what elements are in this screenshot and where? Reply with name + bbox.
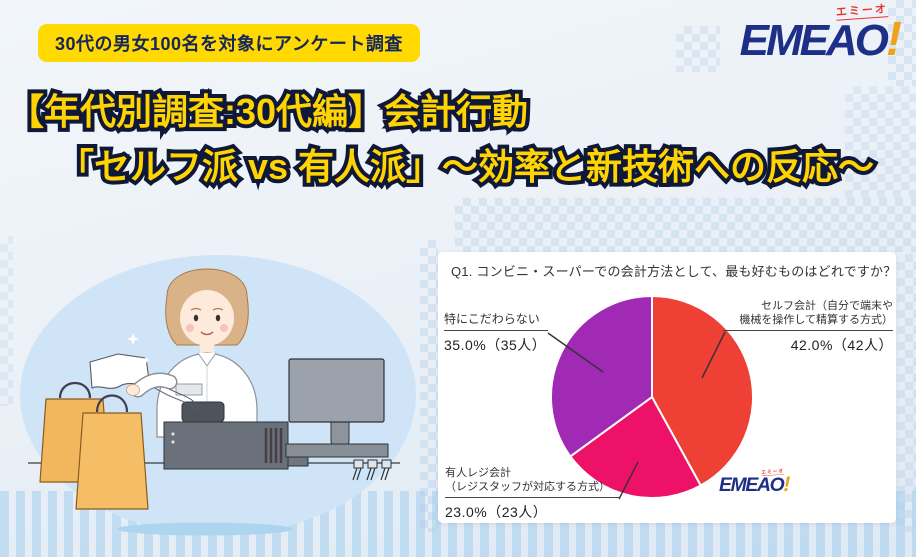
emeao-logo-exclamation: ! — [783, 472, 791, 496]
chart-question: Q1. コンビニ・スーパーでの会計方法として、最も好むものはどれですか？ — [451, 264, 897, 279]
pie-slice-2 — [550, 295, 653, 458]
mosaic-pattern — [455, 198, 916, 252]
label-self-checkout: セルフ会計（自分で端末や 機械を操作して精算する方式） 42.0%（42人） — [723, 299, 893, 355]
survey-badge: 30代の男女100名を対象にアンケート調査 — [38, 24, 420, 62]
pos-monitor — [285, 358, 392, 481]
leader-line-self — [701, 331, 726, 379]
sparkle — [127, 333, 139, 345]
illustration-shadow — [117, 522, 293, 536]
page-title: 【年代別調査:30代編】会計行動 「セルフ派 vs 有人派」～効率と新技術への反… — [8, 84, 916, 194]
shopping-bags — [39, 382, 149, 510]
pie-slice-1 — [569, 396, 702, 499]
mosaic-pattern — [0, 236, 13, 406]
label-staffed-value: 23.0%（23人） — [445, 504, 548, 520]
cashier-illustration — [20, 255, 416, 536]
label-staffed-register: 有人レジ会計 （レジスタッフが対応する方式） 23.0%（23人） — [445, 466, 619, 522]
leader-line-none — [547, 332, 604, 373]
emeao-logo-word: EMEAO — [719, 474, 785, 496]
page-title-line2: 「セルフ派 vs 有人派」～効率と新技術への反応～ — [58, 139, 916, 194]
sparkle — [142, 356, 150, 364]
mosaic-pattern — [676, 26, 720, 72]
label-none-line1: 特にこだわらない — [444, 312, 548, 331]
label-none-value: 35.0%（35人） — [444, 337, 547, 353]
leader-line-staffed — [618, 461, 639, 500]
label-no-preference: 特にこだわらない 35.0%（35人） — [444, 312, 548, 355]
mosaic-pattern — [888, 0, 916, 86]
emeao-logo-word: EMEAO — [739, 16, 889, 65]
label-self-line1: セルフ会計（自分で端末や — [761, 300, 893, 312]
emeao-logo-exclamation: ! — [886, 13, 902, 66]
plugs — [352, 459, 392, 481]
mosaic-pattern — [420, 240, 438, 532]
label-staffed-line1: 有人レジ会計 — [445, 467, 511, 479]
page-title-line1: 【年代別調査:30代編】会計行動 — [8, 84, 916, 139]
pie-chart — [547, 295, 755, 500]
emeao-logo: エミーオ EMEAO! — [739, 3, 902, 66]
emeao-logo-small: エミーオ EMEAO! — [719, 468, 791, 496]
label-self-value: 42.0%（42人） — [790, 337, 893, 353]
face — [180, 290, 234, 346]
label-staffed-line2: （レジスタッフが対応する方式） — [445, 481, 610, 493]
name-tag — [175, 383, 203, 396]
pie-slice-0 — [651, 295, 755, 487]
label-self-line2: 機械を操作して精算する方式） — [739, 314, 893, 326]
chart-card: Q1. コンビニ・スーパーでの会計方法として、最も好むものはどれですか？ セルフ… — [438, 252, 896, 523]
hand — [126, 384, 140, 396]
mosaic-pattern — [897, 254, 916, 532]
receipt-and-arm — [89, 333, 201, 413]
